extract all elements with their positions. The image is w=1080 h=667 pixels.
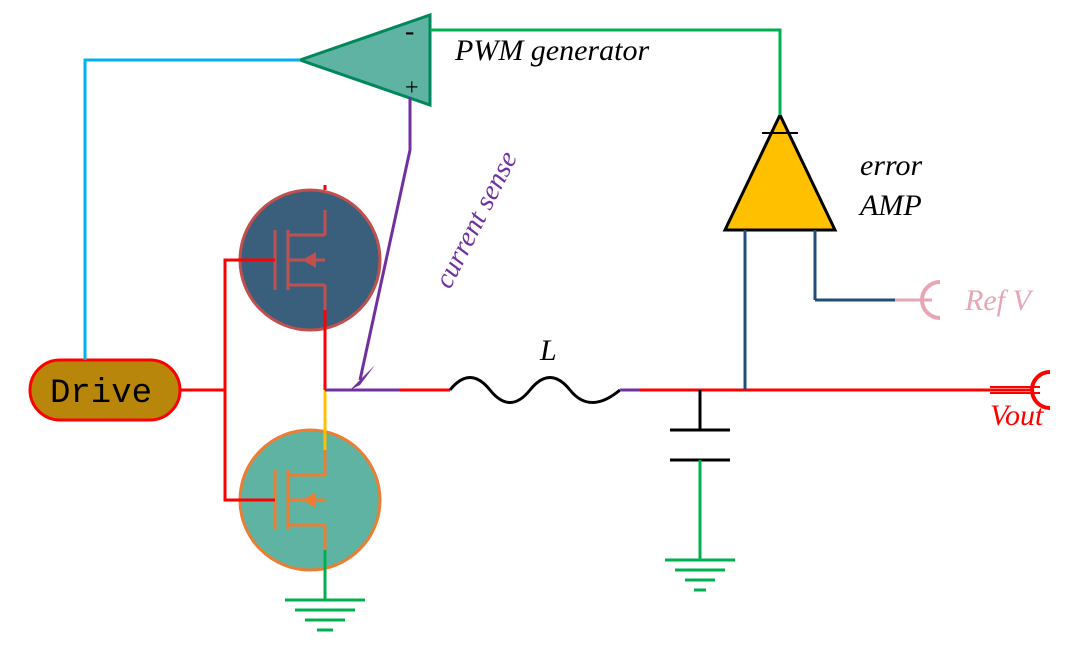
svg-text:+: + (405, 75, 419, 101)
amp-label: AMP (858, 189, 922, 222)
vout-label: Vout (990, 399, 1044, 432)
current-sense-label: current sense (429, 146, 524, 293)
drive-label: Drive (50, 375, 152, 413)
inductor-label: L (539, 334, 557, 367)
pwm-label: PWM generator (454, 34, 649, 67)
error-label: error (860, 149, 923, 182)
circuit-diagram: Drive - + PWM generator error AMP L Ref V Vout cu… (0, 0, 1080, 667)
svg-text:-: - (405, 16, 414, 47)
refv-label: Ref V (964, 284, 1034, 317)
